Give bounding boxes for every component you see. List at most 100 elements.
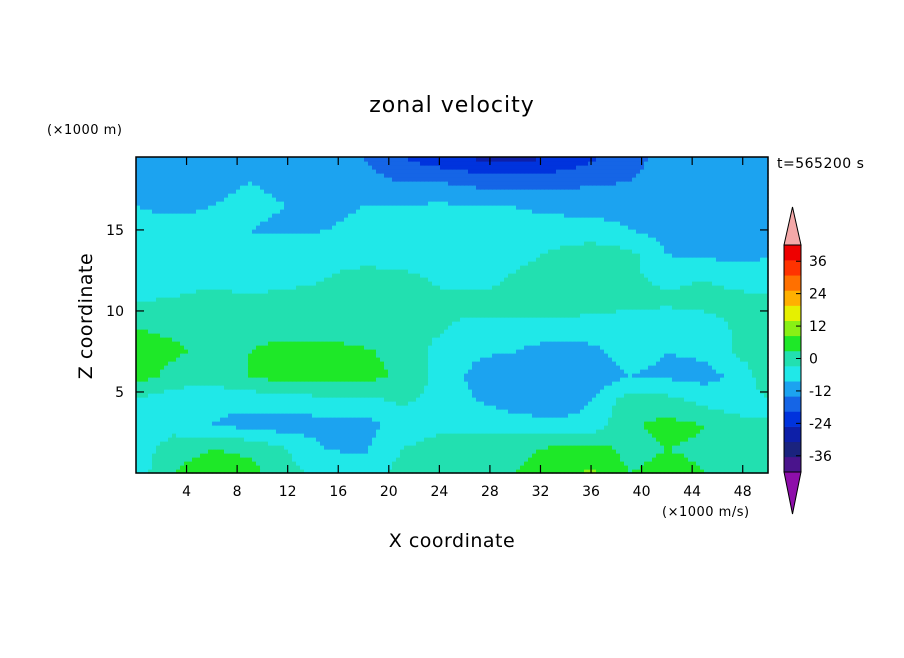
contour-cell [340,425,345,430]
contour-cell [296,457,301,462]
contour-cell [720,385,725,390]
contour-cell [172,397,177,402]
contour-cell [308,449,313,454]
contour-cell [260,353,265,358]
contour-cell [280,381,285,386]
contour-cell [716,353,721,358]
contour-cell [692,421,697,426]
contour-cell [604,361,609,366]
contour-cell [620,461,625,466]
contour-cell [260,469,265,474]
contour-cell [592,389,597,394]
contour-cell [296,437,301,442]
contour-cell [448,357,453,362]
contour-cell [200,417,205,422]
contour-cell [608,445,613,450]
contour-cell [440,365,445,370]
contour-cell [288,397,293,402]
contour-cell [672,425,677,430]
contour-cell [420,465,425,470]
contour-cell [636,349,641,354]
contour-cell [252,349,257,354]
contour-cell [308,413,313,418]
contour-cell [404,429,409,434]
contour-cell [476,381,481,386]
contour-cell [708,389,713,394]
contour-cell [484,345,489,350]
contour-cell [488,365,493,370]
contour-cell [460,425,465,430]
contour-cell [584,401,589,406]
contour-cell [188,469,193,474]
contour-cell [552,425,557,430]
contour-cell [248,353,253,358]
contour-cell [344,397,349,402]
contour-cell [688,385,693,390]
contour-cell [148,441,153,446]
contour-cell [296,433,301,438]
contour-cell [732,469,737,474]
contour-cell [192,469,197,474]
contour-cell [732,373,737,378]
contour-cell [252,469,257,474]
contour-cell [192,401,197,406]
contour-cell [196,369,201,374]
contour-cell [444,433,449,438]
contour-cell [292,345,297,350]
contour-cell [484,457,489,462]
contour-cell [356,357,361,362]
contour-cell [168,345,173,350]
contour-cell [384,345,389,350]
contour-cell [356,413,361,418]
contour-cell [532,385,537,390]
contour-cell [408,357,413,362]
contour-cell [708,369,713,374]
contour-cell [276,345,281,350]
contour-cell [596,349,601,354]
contour-cell [472,377,477,382]
contour-cell [752,449,757,454]
contour-cell [656,361,661,366]
contour-cell [240,445,245,450]
contour-cell [560,393,565,398]
contour-cell [384,385,389,390]
contour-cell [164,389,169,394]
contour-cell [388,361,393,366]
contour-cell [416,409,421,414]
contour-cell [448,373,453,378]
contour-cell [384,369,389,374]
contour-cell [400,469,405,474]
contour-cell [336,357,341,362]
contour-cell [344,409,349,414]
contour-cell [360,381,365,386]
contour-cell [388,405,393,410]
contour-cell [440,397,445,402]
contour-cell [152,453,157,458]
contour-cell [328,393,333,398]
contour-cell [764,433,769,438]
contour-cell [216,429,221,434]
contour-cell [460,349,465,354]
contour-cell [448,385,453,390]
contour-cell [304,445,309,450]
contour-cell [424,353,429,358]
contour-cell [616,405,621,410]
contour-cell [604,417,609,422]
contour-cell [340,433,345,438]
contour-cell [624,453,629,458]
contour-cell [620,457,625,462]
contour-cell [520,405,525,410]
contour-cell [544,421,549,426]
contour-cell [180,441,185,446]
contour-cell [420,441,425,446]
contour-cell [240,385,245,390]
contour-cell [236,437,241,442]
contour-cell [584,433,589,438]
contour-cell [236,453,241,458]
contour-cell [712,461,717,466]
contour-cell [476,353,481,358]
contour-cell [476,389,481,394]
contour-cell [204,425,209,430]
contour-cell [736,401,741,406]
contour-cell [680,385,685,390]
